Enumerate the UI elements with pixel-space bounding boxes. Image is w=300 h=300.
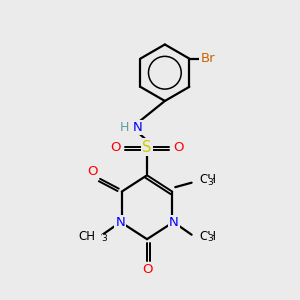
Text: 3: 3 <box>207 234 213 243</box>
Text: CH: CH <box>199 173 216 186</box>
Text: O: O <box>142 263 152 276</box>
Text: N: N <box>169 216 179 229</box>
Text: N: N <box>116 216 125 229</box>
Text: N: N <box>132 121 142 134</box>
Text: CH: CH <box>78 230 95 243</box>
Text: 3: 3 <box>207 178 213 187</box>
Text: O: O <box>110 140 121 154</box>
Text: O: O <box>88 165 98 178</box>
Text: O: O <box>174 140 184 154</box>
Text: S: S <box>142 140 152 154</box>
Text: Br: Br <box>200 52 215 65</box>
Text: CH: CH <box>199 230 216 243</box>
Text: H: H <box>119 121 129 134</box>
Text: 3: 3 <box>102 234 107 243</box>
